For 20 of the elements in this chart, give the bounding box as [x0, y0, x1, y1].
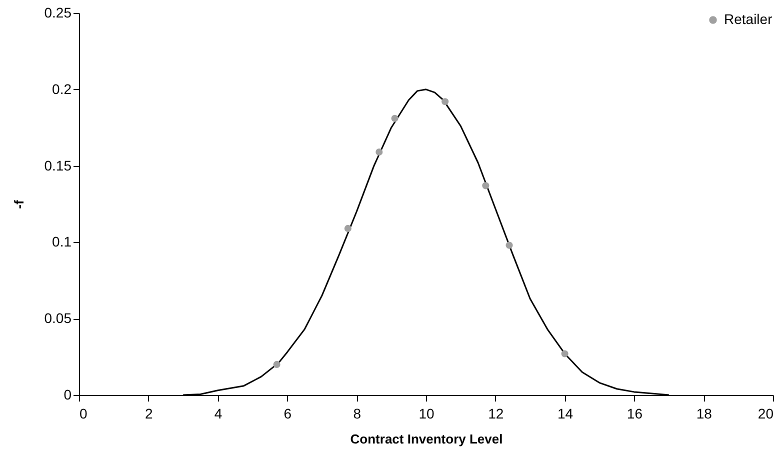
x-tick-label: 6 [284, 406, 292, 422]
y-tick-label: 0.15 [44, 157, 72, 174]
x-tick-label: 20 [758, 406, 774, 422]
x-tick-label: 14 [558, 406, 574, 422]
y-tick-label: 0.25 [44, 4, 72, 20]
x-axis-title: Contract Inventory Level [350, 432, 503, 446]
y-tick-label: 0.05 [44, 310, 72, 326]
x-tick-label: 16 [626, 406, 643, 422]
x-tick-label: 12 [488, 406, 504, 422]
x-tick-label: 4 [214, 406, 222, 422]
x-tick-label: 0 [80, 406, 88, 422]
y-tick-label: 0 [64, 386, 72, 402]
x-tick-label: 18 [696, 406, 712, 422]
x-tick-label: 2 [145, 406, 153, 422]
y-tick-label: 0.2 [52, 80, 72, 97]
legend-label: Retailer [724, 11, 773, 27]
x-tick-label: 8 [353, 406, 362, 422]
y-tick-label: 0.1 [52, 234, 72, 250]
y-axis-title: -f [11, 200, 26, 209]
x-tick-label: 10 [418, 406, 434, 422]
